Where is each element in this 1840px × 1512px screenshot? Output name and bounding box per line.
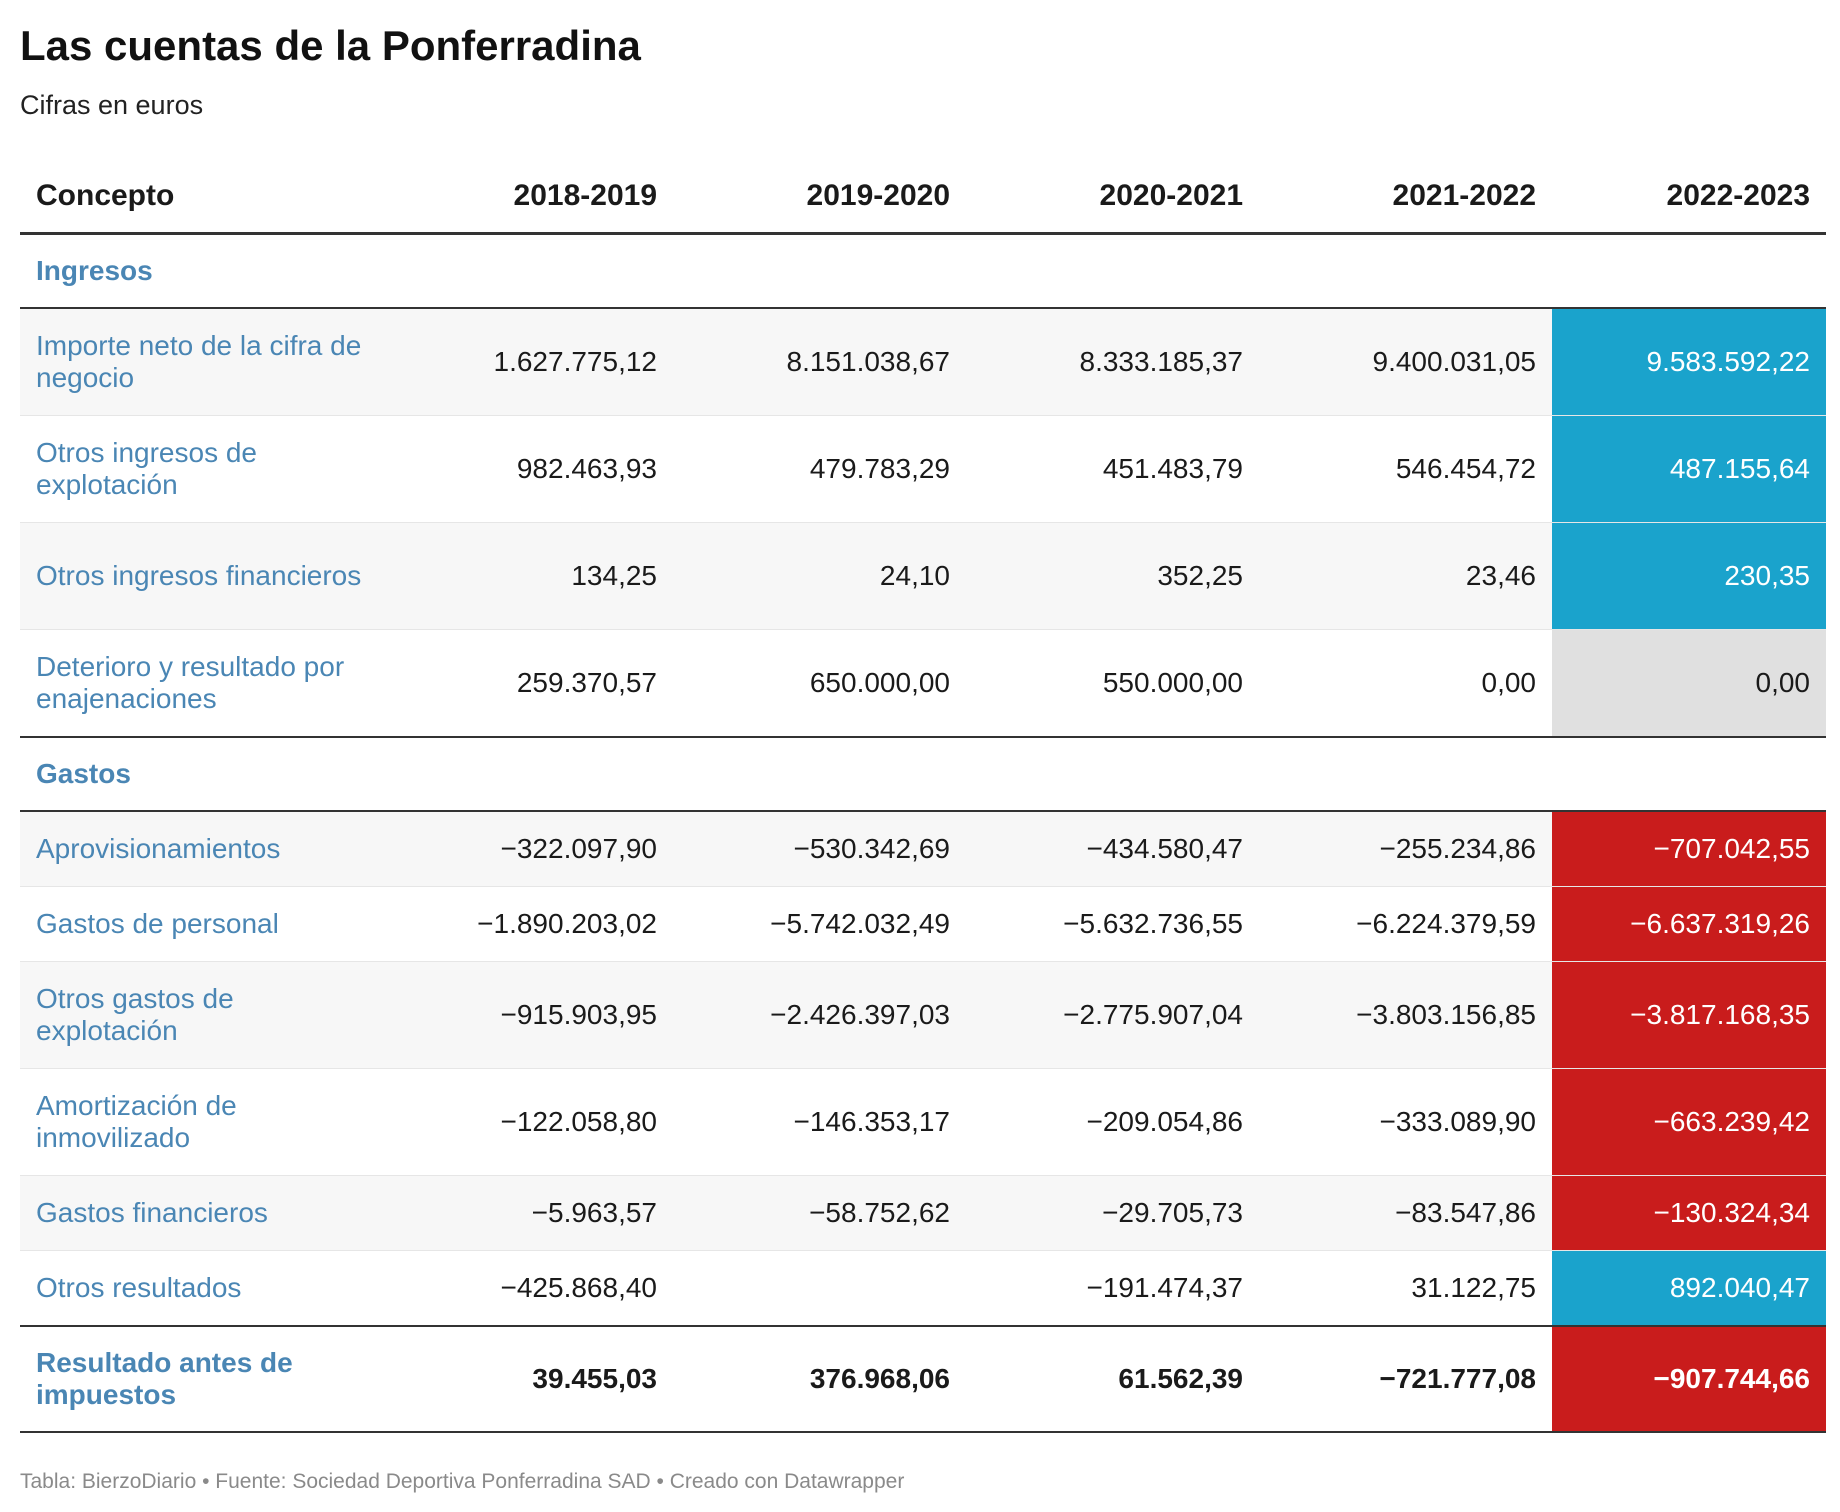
- total-value-cell: −721.777,08: [1259, 1326, 1552, 1433]
- value-cell: −29.705,73: [966, 1175, 1259, 1251]
- value-cell: −209.054,86: [1086, 1106, 1244, 1137]
- header-year[interactable]: 2021-2022: [1259, 160, 1552, 235]
- row-label: Gastos financieros: [20, 1175, 380, 1251]
- page-subtitle: Cifras en euros: [20, 90, 204, 120]
- value-cell: 892.040,47: [1552, 1250, 1826, 1326]
- value-cell: −191.474,37: [1086, 1272, 1244, 1303]
- value-cell: −1.890.203,02: [477, 908, 657, 939]
- value-cell: 8.151.038,67: [673, 308, 966, 416]
- row-label: Otros resultados: [36, 1272, 242, 1303]
- table-row[interactable]: Importe neto de la cifra de negocio 1.627…: [20, 308, 1826, 416]
- table-row[interactable]: Otros resultados −425.868,40 −191.474,37 31…: [20, 1250, 1826, 1327]
- total-row[interactable]: Resultado antes de impuestos 39.455,03 376…: [20, 1326, 1826, 1433]
- value-cell: 259.370,57: [516, 667, 657, 698]
- header-concept[interactable]: Concepto: [20, 160, 380, 235]
- value-cell: 9.583.592,22: [1552, 308, 1826, 416]
- value-cell: −322.097,90: [380, 811, 673, 887]
- value-cell: 352,25: [966, 522, 1259, 630]
- value-cell: −83.547,86: [1259, 1175, 1552, 1251]
- value-cell: 487.155,64: [1552, 415, 1826, 523]
- value-cell: 982.463,93: [516, 453, 657, 484]
- total-value-cell: 376.968,06: [673, 1326, 966, 1433]
- table-row[interactable]: Amortización de inmovilizado −122.058,80 −…: [20, 1068, 1826, 1176]
- table-row[interactable]: Otros ingresos financieros 134,25 24,10 352…: [20, 522, 1826, 630]
- row-label: Aprovisionamientos: [20, 811, 380, 887]
- value-cell: −434.580,47: [966, 811, 1259, 887]
- value-cell: 230,35: [1552, 522, 1826, 630]
- value-cell: −915.903,95: [380, 961, 673, 1069]
- value-cell: −663.239,42: [1552, 1068, 1826, 1176]
- value-cell: −530.342,69: [673, 811, 966, 887]
- section-title: Ingresos: [20, 233, 1826, 309]
- footer-credits: Tabla: BierzoDiario • Fuente: Sociedad D…: [20, 1470, 905, 1493]
- value-cell: −122.058,80: [500, 1106, 658, 1137]
- value-cell: 24,10: [673, 522, 966, 630]
- table-row[interactable]: Otros gastos de explotación −915.903,95 −2…: [20, 961, 1826, 1069]
- value-cell: 451.483,79: [1102, 453, 1243, 484]
- value-cell: 1.627.775,12: [380, 308, 673, 416]
- total-value-cell: −907.744,66: [1552, 1326, 1826, 1433]
- value-cell: −2.775.907,04: [966, 961, 1259, 1069]
- accounts-table: Concepto 2018-2019 2019-2020 2020-2021 2…: [20, 160, 1826, 1433]
- value-cell: 23,46: [1259, 522, 1552, 630]
- value-cell: −5.742.032,49: [770, 908, 950, 939]
- table-row[interactable]: Gastos de personal −1.890.203,02 −5.742.03…: [20, 886, 1826, 962]
- value-cell: −3.803.156,85: [1259, 961, 1552, 1069]
- row-label: Otros gastos de explotación: [20, 961, 380, 1069]
- row-label: Otros ingresos de explotación: [36, 437, 257, 500]
- row-label: Importe neto de la cifra de negocio: [20, 308, 380, 416]
- value-cell: 546.454,72: [1395, 453, 1536, 484]
- header-year[interactable]: 2018-2019: [380, 160, 673, 235]
- value-cell: −3.817.168,35: [1552, 961, 1826, 1069]
- value-cell: −255.234,86: [1259, 811, 1552, 887]
- value-cell: 0,00: [1552, 629, 1826, 737]
- value-cell: 8.333.185,37: [966, 308, 1259, 416]
- value-cell: −333.089,90: [1379, 1106, 1537, 1137]
- value-cell: 650.000,00: [809, 667, 950, 698]
- value-cell: 479.783,29: [809, 453, 950, 484]
- value-cell: −6.224.379,59: [1356, 908, 1536, 939]
- table-row[interactable]: Aprovisionamientos −322.097,90 −530.342,69…: [20, 811, 1826, 887]
- section-header-row: Ingresos: [20, 233, 1826, 309]
- table-header: Concepto 2018-2019 2019-2020 2020-2021 2…: [20, 160, 1826, 235]
- value-cell: 31.122,75: [1411, 1272, 1536, 1303]
- table-body: Ingresos Importe neto de la cifra de nego…: [20, 233, 1826, 1433]
- value-cell: 550.000,00: [1102, 667, 1243, 698]
- value-cell: −58.752,62: [673, 1175, 966, 1251]
- page-title: Las cuentas de la Ponferradina: [20, 22, 641, 69]
- row-label: Otros ingresos financieros: [20, 522, 380, 630]
- total-label: Resultado antes de impuestos: [20, 1326, 380, 1433]
- value-cell: −2.426.397,03: [673, 961, 966, 1069]
- value-cell: −5.963,57: [380, 1175, 673, 1251]
- row-label: Deterioro y resultado por enajenaciones: [36, 651, 345, 714]
- section-header-row: Gastos: [20, 737, 1826, 812]
- table-row[interactable]: Otros ingresos de explotación 982.463,93 4…: [20, 415, 1826, 523]
- header-year[interactable]: 2020-2021: [966, 160, 1259, 235]
- row-label: Amortización de inmovilizado: [36, 1090, 237, 1153]
- total-value-cell: 61.562,39: [966, 1326, 1259, 1433]
- header-year[interactable]: 2022-2023: [1552, 160, 1826, 235]
- value-cell: −146.353,17: [793, 1106, 951, 1137]
- table-row[interactable]: Gastos financieros −5.963,57 −58.752,62 −29…: [20, 1175, 1826, 1251]
- value-cell: 9.400.031,05: [1259, 308, 1552, 416]
- value-cell: −707.042,55: [1552, 811, 1826, 887]
- value-cell: −5.632.736,55: [1063, 908, 1243, 939]
- header-year[interactable]: 2019-2020: [673, 160, 966, 235]
- total-value-cell: 39.455,03: [380, 1326, 673, 1433]
- value-cell: −130.324,34: [1552, 1175, 1826, 1251]
- value-cell: [673, 1251, 966, 1327]
- value-cell: −425.868,40: [500, 1272, 658, 1303]
- table-row[interactable]: Deterioro y resultado por enajenaciones 2…: [20, 629, 1826, 737]
- row-label: Gastos de personal: [36, 908, 279, 939]
- value-cell: −6.637.319,26: [1552, 886, 1826, 962]
- value-cell: 134,25: [380, 522, 673, 630]
- section-title: Gastos: [20, 737, 1826, 812]
- value-cell: 0,00: [1481, 667, 1537, 698]
